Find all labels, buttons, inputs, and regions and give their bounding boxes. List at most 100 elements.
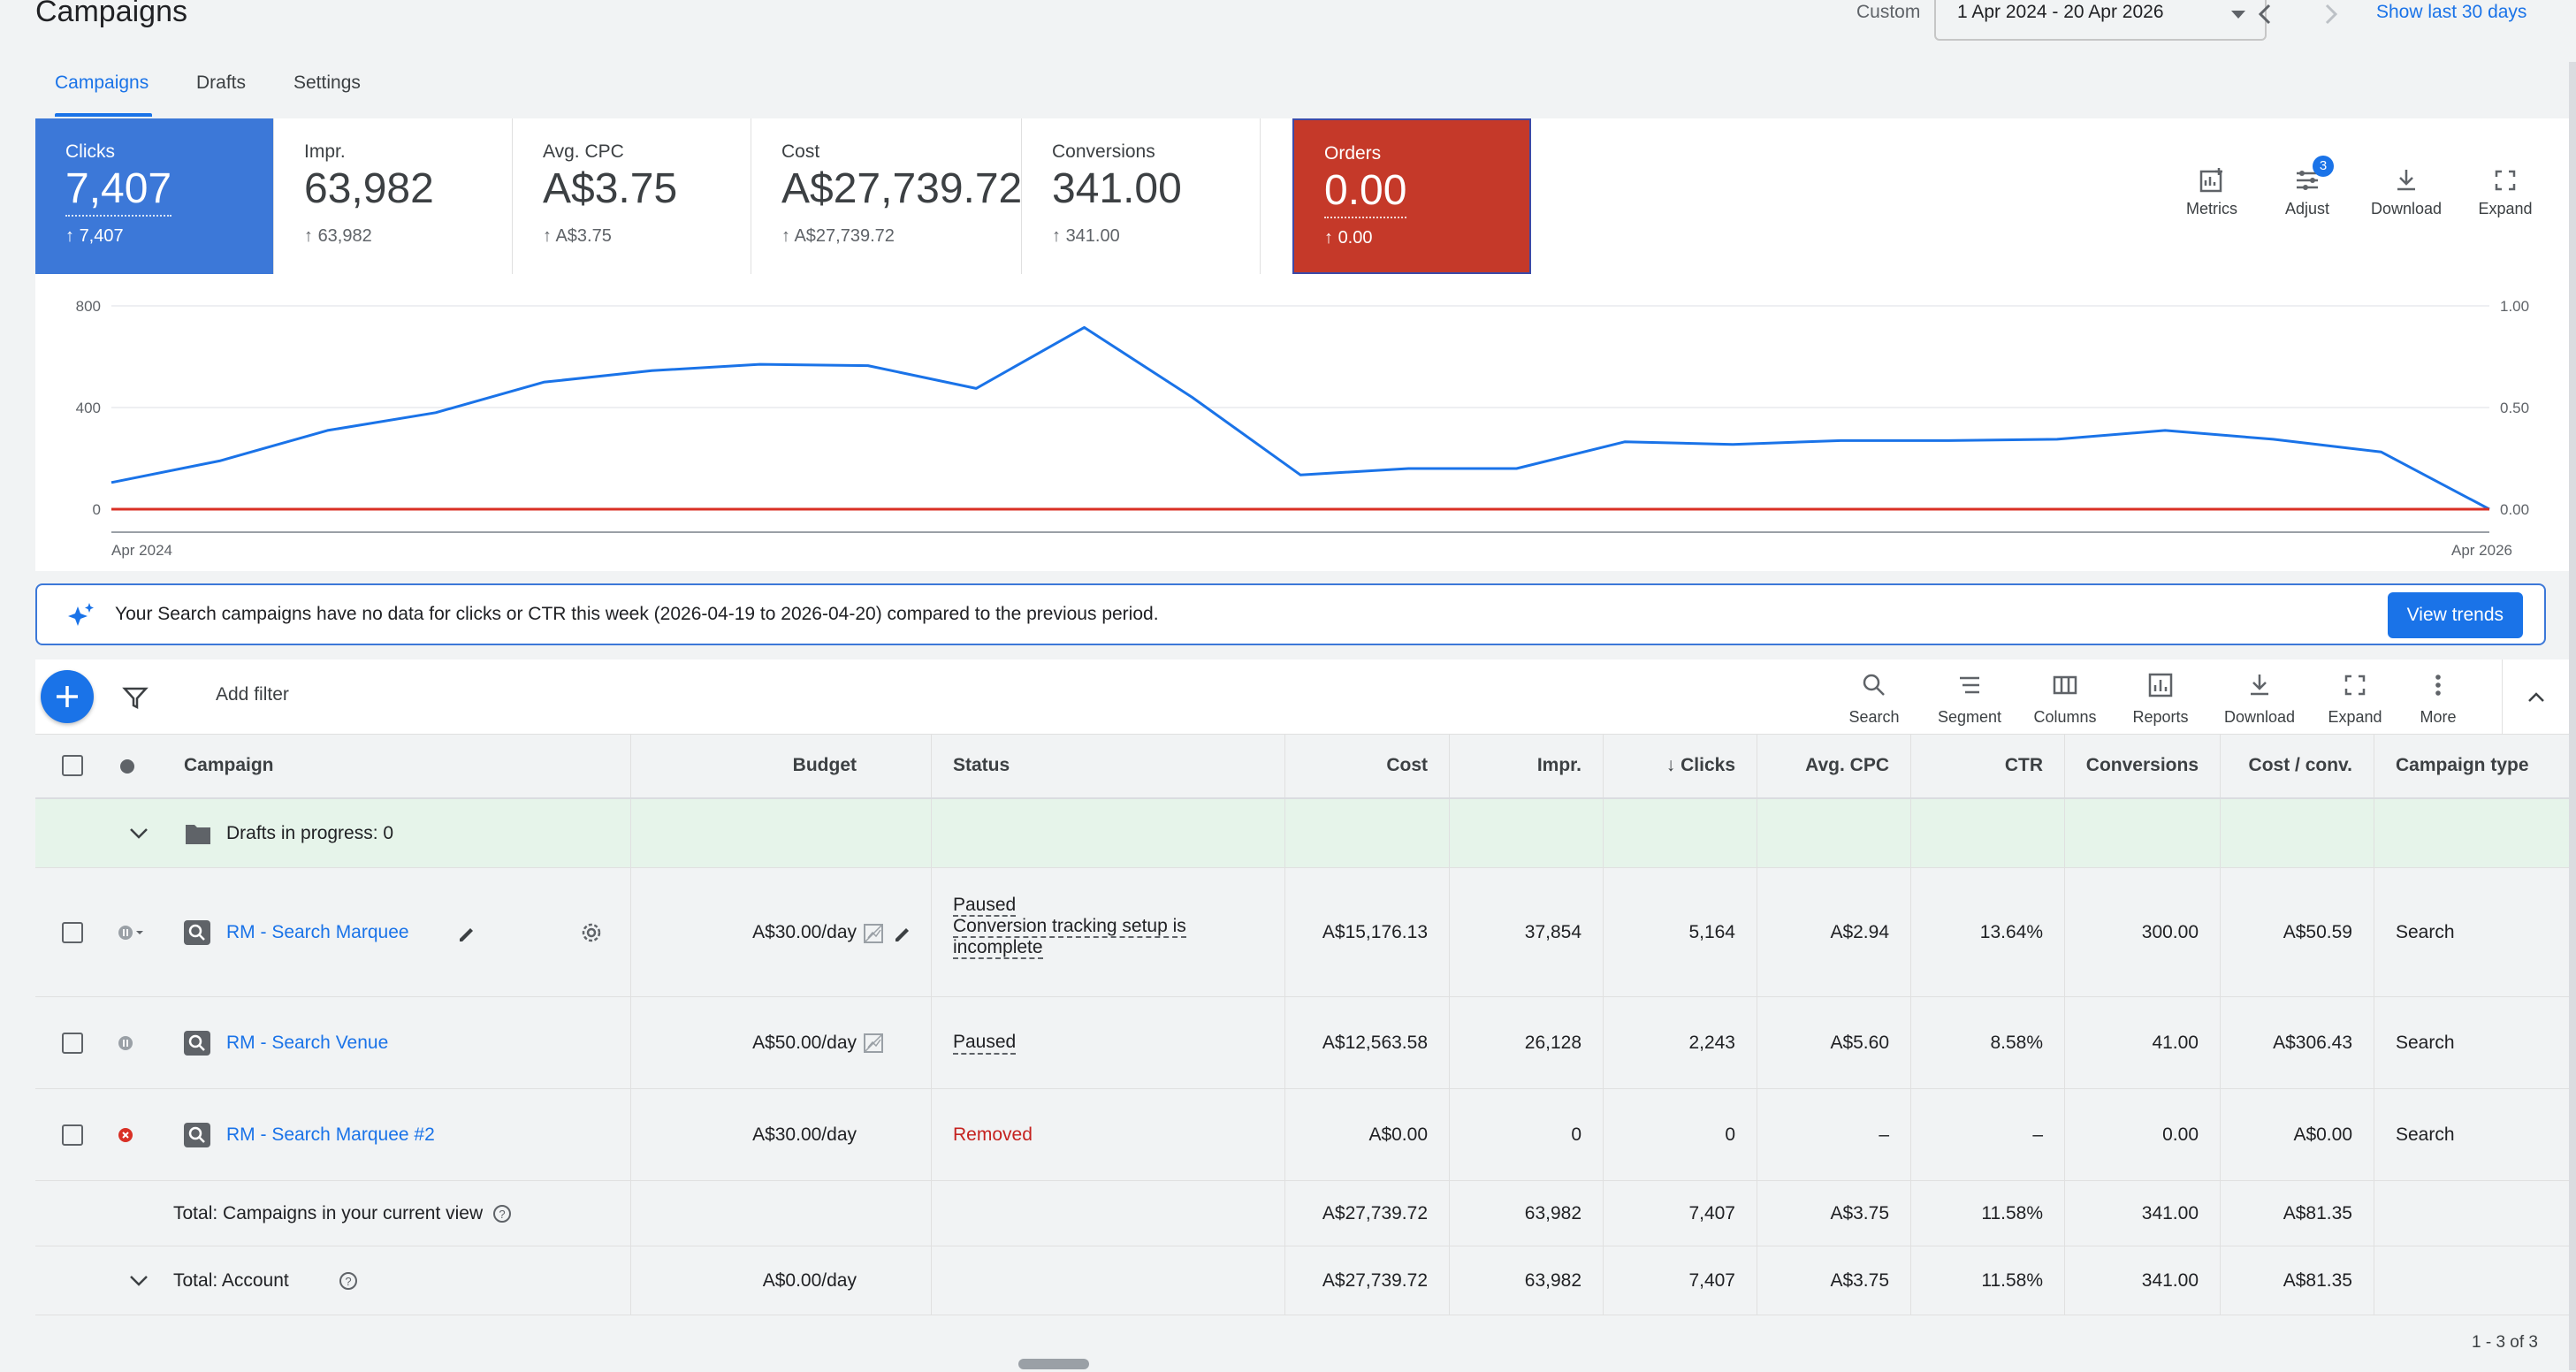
table-download-button[interactable]: Download xyxy=(2215,670,2304,727)
header-ctr-cell: CTR xyxy=(1911,734,2065,797)
header-cost-conv[interactable]: Cost / conv. xyxy=(2248,755,2352,775)
help-icon[interactable]: ? xyxy=(338,1270,359,1292)
tab-drafts[interactable]: Drafts xyxy=(196,72,247,93)
status-text[interactable]: Paused Conversion tracking setup is inco… xyxy=(953,895,1186,959)
more-label: More xyxy=(2420,708,2457,726)
header-ctr[interactable]: CTR xyxy=(2004,755,2043,775)
cost-conv-value: A$50.59 xyxy=(2283,921,2352,942)
empty-cell xyxy=(1285,799,1450,867)
header-status[interactable]: Status xyxy=(953,755,1010,775)
impr-value: 37,854 xyxy=(1524,921,1581,942)
sort-down-arrow-icon: ↓ xyxy=(1665,755,1681,775)
collapse-chevron-up-icon[interactable] xyxy=(2521,682,2551,713)
header-cost-conv-cell: Cost / conv. xyxy=(2221,734,2374,797)
previous-period-icon[interactable] xyxy=(2250,0,2282,30)
chevron-down-icon[interactable] xyxy=(124,1266,154,1296)
empty-cell xyxy=(631,1181,932,1246)
horizontal-scrollbar[interactable] xyxy=(1018,1359,1089,1369)
avg-cpc-cell: A$3.75 xyxy=(1757,1246,1911,1315)
search-icon xyxy=(1863,674,1885,696)
header-conversions[interactable]: Conversions xyxy=(2085,755,2199,775)
scorecard-change: ↑ A$3.75 xyxy=(543,226,612,246)
budget-value: A$0.00/day xyxy=(762,1269,857,1291)
row-checkbox[interactable] xyxy=(62,1124,83,1146)
paused-status-icon[interactable] xyxy=(117,924,152,941)
header-cost[interactable]: Cost xyxy=(1386,755,1428,775)
header-clicks[interactable]: ↓ Clicks xyxy=(1665,755,1735,775)
svg-text:?: ? xyxy=(345,1275,351,1288)
adjust-button[interactable]: 3 Adjust xyxy=(2263,156,2351,218)
header-campaign[interactable]: Campaign xyxy=(184,755,274,775)
budget-chart-off-icon[interactable] xyxy=(862,1032,885,1055)
select-all-checkbox[interactable] xyxy=(62,755,83,776)
budget-chart-off-icon[interactable] xyxy=(862,922,885,945)
avg-cpc-value: A$5.60 xyxy=(1830,1032,1889,1053)
expand-icon xyxy=(2495,170,2516,191)
paused-status-icon[interactable] xyxy=(117,1034,134,1052)
scorecard-conversions[interactable]: Conversions 341.00 ↑ 341.00 xyxy=(1022,118,1261,274)
download-button[interactable]: Download xyxy=(2362,164,2450,218)
scorecard-change: ↑ 341.00 xyxy=(1052,226,1120,246)
conversions-value: 341.00 xyxy=(2141,1269,2199,1291)
campaign-name-link[interactable]: RM - Search Marquee xyxy=(226,921,409,942)
cost-conv-value: A$81.35 xyxy=(2283,1269,2352,1291)
drafts-label: Drafts in progress: 0 xyxy=(226,822,394,843)
segment-button[interactable]: Segment xyxy=(1925,670,2014,727)
header-status-cell: Status xyxy=(932,734,1285,797)
header-conversions-cell: Conversions xyxy=(2065,734,2221,797)
header-campaign-type[interactable]: Campaign type xyxy=(2396,755,2529,775)
help-icon[interactable]: ? xyxy=(492,1203,513,1224)
view-trends-button[interactable]: View trends xyxy=(2387,592,2523,638)
toolbar-divider xyxy=(2502,659,2503,734)
show-last-30-days-link[interactable]: Show last 30 days xyxy=(2376,2,2527,22)
impr-cell: 0 xyxy=(1450,1089,1604,1180)
ctr-cell: 8.58% xyxy=(1911,997,2065,1088)
ctr-cell: 11.58% xyxy=(1911,1246,2065,1315)
cost-conv-value: A$0.00 xyxy=(2293,1124,2352,1145)
tab-campaigns[interactable]: Campaigns xyxy=(55,72,149,93)
reports-icon xyxy=(2148,673,2173,697)
caret-down-icon xyxy=(2231,11,2245,19)
tab-settings[interactable]: Settings xyxy=(293,72,361,93)
status-text[interactable]: Paused xyxy=(953,1032,1017,1055)
add-campaign-button[interactable] xyxy=(41,670,94,723)
search-button[interactable]: Search xyxy=(1830,670,1918,727)
next-period-icon[interactable] xyxy=(2314,0,2346,30)
scorecard-value: A$3.75 xyxy=(543,165,678,212)
cost-value: A$12,563.58 xyxy=(1322,1032,1428,1053)
table-row: RM - Search Venue A$50.00/day Paused A$1… xyxy=(35,997,2576,1089)
more-button[interactable]: More xyxy=(2394,670,2482,727)
header-impr[interactable]: Impr. xyxy=(1536,755,1581,775)
settings-gear-icon[interactable] xyxy=(578,919,605,946)
scorecard-impressions[interactable]: Impr. 63,982 ↑ 63,982 xyxy=(274,118,513,274)
scorecard-cost[interactable]: Cost A$27,739.72 ↑ A$27,739.72 xyxy=(751,118,1022,274)
row-checkbox[interactable] xyxy=(62,921,83,943)
table-row: RM - Search Marquee #2 A$30.00/day Remov… xyxy=(35,1089,2576,1181)
cost-value: A$15,176.13 xyxy=(1322,921,1428,942)
avg-cpc-value: A$3.75 xyxy=(1830,1202,1889,1223)
scorecard-avg-cpc[interactable]: Avg. CPC A$3.75 ↑ A$3.75 xyxy=(513,118,751,274)
date-range-select[interactable]: 1 Apr 2024 - 20 Apr 2026 xyxy=(1934,0,2267,41)
header-avg-cpc[interactable]: Avg. CPC xyxy=(1805,755,1889,775)
removed-status-icon[interactable] xyxy=(117,1126,134,1144)
edit-pencil-icon[interactable] xyxy=(890,921,915,946)
vertical-scrollbar[interactable] xyxy=(2569,62,2576,1370)
filter-icon[interactable] xyxy=(120,682,150,713)
columns-button[interactable]: Columns xyxy=(2021,670,2109,727)
header-budget[interactable]: Budget xyxy=(792,755,857,775)
scorecard-value: 0.00 xyxy=(1324,166,1407,218)
scorecard-clicks[interactable]: Clicks 7,407 ↑ 7,407 xyxy=(35,118,274,274)
y-right-tick-label: 1.00 xyxy=(2500,298,2529,315)
add-filter-button[interactable]: Add filter xyxy=(216,684,289,705)
row-checkbox[interactable] xyxy=(62,1032,83,1054)
scorecard-orders[interactable]: Orders 0.00 ↑ 0.00 xyxy=(1292,118,1531,274)
table-expand-button[interactable]: Expand xyxy=(2311,670,2399,727)
campaign-name-link[interactable]: RM - Search Venue xyxy=(226,1032,389,1053)
expand-button[interactable]: Expand xyxy=(2461,164,2549,218)
conversions-cell: 341.00 xyxy=(2065,1181,2221,1246)
edit-pencil-icon[interactable] xyxy=(454,921,479,946)
campaign-name-link[interactable]: RM - Search Marquee #2 xyxy=(226,1124,435,1145)
metrics-button[interactable]: Metrics xyxy=(2168,164,2256,218)
chevron-down-icon[interactable] xyxy=(124,819,154,849)
reports-button[interactable]: Reports xyxy=(2116,670,2205,727)
